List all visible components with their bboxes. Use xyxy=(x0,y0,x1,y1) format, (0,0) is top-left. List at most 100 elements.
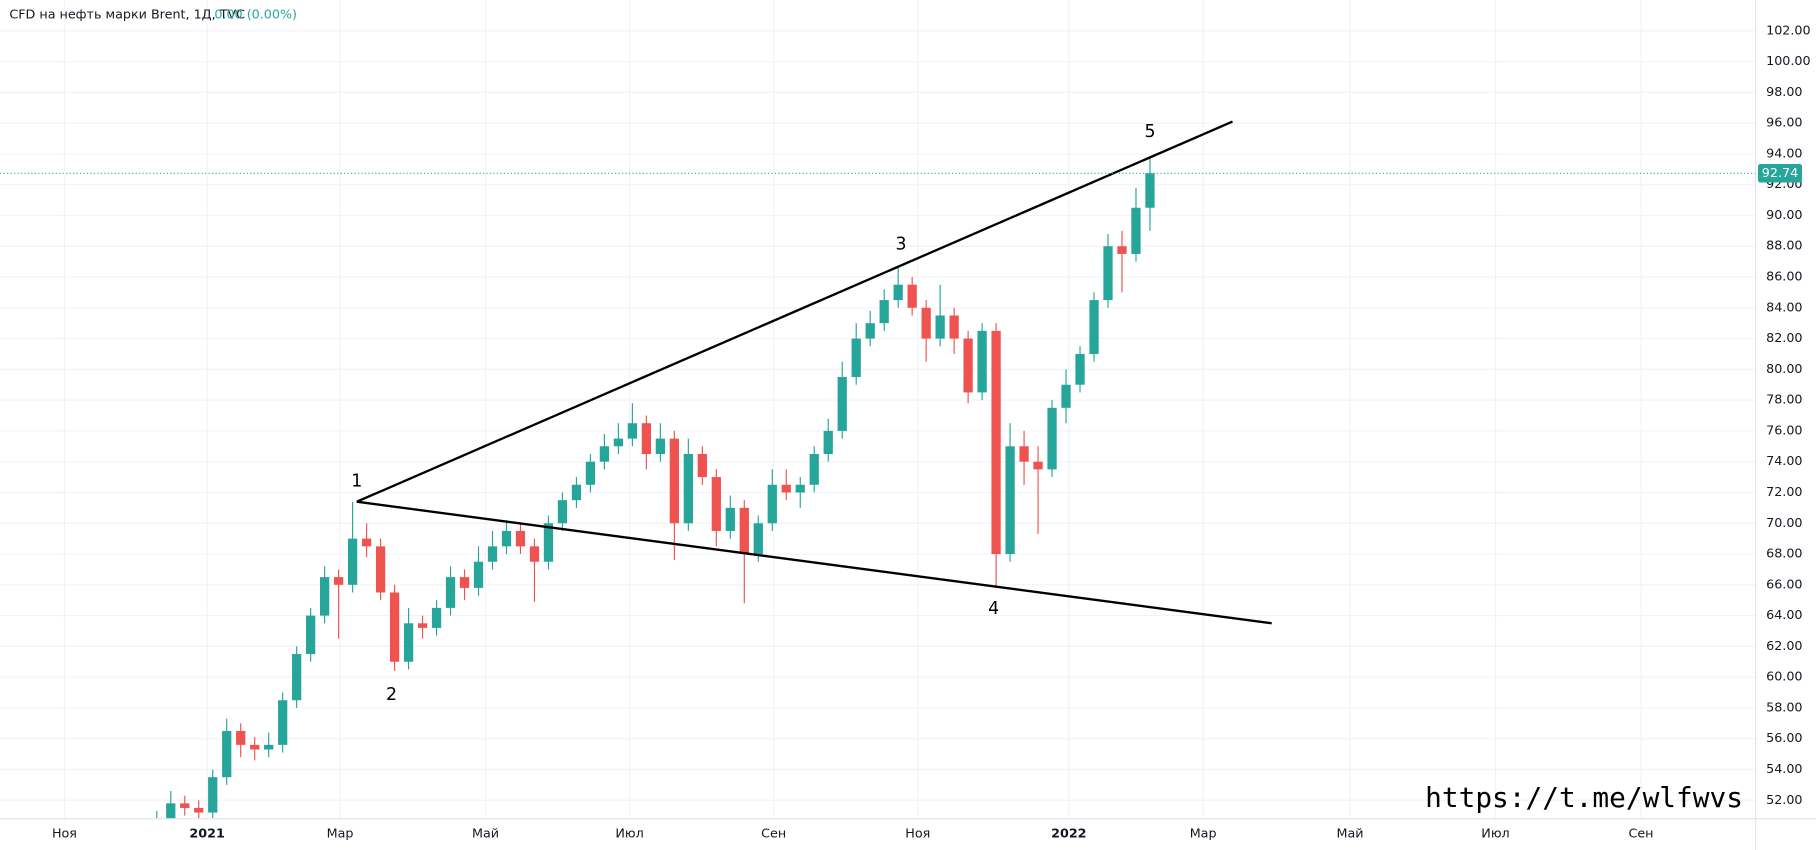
candle-body xyxy=(865,323,875,339)
candle-body xyxy=(208,777,218,813)
candle-body xyxy=(361,538,372,547)
x-tick-label: Июл xyxy=(1481,826,1509,841)
candle-body xyxy=(949,315,959,339)
candle-body xyxy=(1047,407,1057,470)
candle-body xyxy=(837,377,847,431)
candle-body xyxy=(166,803,176,819)
candle-body xyxy=(264,744,274,750)
last-price-box xyxy=(1758,164,1803,183)
candle-body xyxy=(557,500,568,524)
candle-body xyxy=(1089,300,1099,354)
candle-body xyxy=(795,484,805,493)
candle-body xyxy=(389,592,400,662)
candle-body xyxy=(306,615,316,655)
last-price-label: 92.74 xyxy=(1762,166,1798,181)
y-tick-label: 86.00 xyxy=(1766,270,1802,285)
y-tick-label: 96.00 xyxy=(1766,116,1802,131)
candle-body xyxy=(655,438,665,454)
y-tick-label: 58.00 xyxy=(1766,700,1802,715)
y-tick-label: 100.00 xyxy=(1766,54,1811,69)
candle-body xyxy=(753,523,763,555)
candle-body xyxy=(543,523,554,562)
y-tick-label: 68.00 xyxy=(1766,547,1802,562)
chart-title: CFD на нефть марки Brent, 1Д, TVC xyxy=(9,8,245,23)
candle-body xyxy=(1075,353,1085,385)
candle-body xyxy=(711,477,721,531)
candle-body xyxy=(781,484,791,493)
x-tick-label: Ноя xyxy=(52,826,77,841)
candle-body xyxy=(879,300,889,324)
trendline xyxy=(356,120,1233,503)
y-tick-label: 82.00 xyxy=(1766,331,1802,346)
candle-body xyxy=(515,530,526,547)
candle-body xyxy=(529,546,540,562)
candle-body xyxy=(1117,246,1127,254)
candle-body xyxy=(767,484,777,524)
y-tick-label: 78.00 xyxy=(1766,393,1802,408)
candle-body xyxy=(236,731,246,745)
x-tick-label: 2022 xyxy=(1051,826,1086,841)
y-tick-label: 88.00 xyxy=(1766,239,1802,254)
candle-body xyxy=(697,453,707,478)
candle-body xyxy=(977,330,987,393)
candle-body xyxy=(487,546,498,562)
x-tick-label: Сен xyxy=(1628,826,1653,841)
y-tick-label: 62.00 xyxy=(1766,639,1802,654)
candle-body xyxy=(627,423,638,439)
candle-body xyxy=(599,446,610,462)
y-tick-label: 80.00 xyxy=(1766,362,1802,377)
y-tick-label: 64.00 xyxy=(1766,608,1802,623)
candle-body xyxy=(1033,461,1043,470)
y-tick-label: 90.00 xyxy=(1766,208,1802,223)
candle-body xyxy=(1019,446,1029,462)
y-tick-label: 72.00 xyxy=(1766,485,1802,500)
wave-label: 5 xyxy=(1145,122,1156,142)
candle-body xyxy=(739,507,749,555)
candle-body xyxy=(991,330,1001,555)
y-tick-label: 84.00 xyxy=(1766,300,1802,315)
candle-body xyxy=(935,315,945,339)
wave-label: 1 xyxy=(351,472,362,492)
wave-label: 3 xyxy=(896,234,907,254)
y-tick-label: 70.00 xyxy=(1766,516,1802,531)
candle-body xyxy=(473,561,484,588)
y-tick-label: 60.00 xyxy=(1766,670,1802,685)
candle-body xyxy=(180,803,190,808)
candle-body xyxy=(417,623,428,628)
plot-area xyxy=(0,120,1756,819)
candle-body xyxy=(571,484,582,501)
watermark: https://t.me/wlfwvs xyxy=(1425,781,1743,814)
candle-body xyxy=(823,430,833,454)
candle-body xyxy=(250,744,260,750)
candle-body xyxy=(669,438,679,524)
candle-body xyxy=(333,577,344,585)
wave-label: 2 xyxy=(386,685,397,705)
grid xyxy=(0,0,1756,819)
candle-body xyxy=(851,338,861,378)
x-tick-label: Май xyxy=(1336,826,1363,841)
y-tick-label: 98.00 xyxy=(1766,85,1802,100)
candle-body xyxy=(641,423,652,454)
y-tick-label: 54.00 xyxy=(1766,762,1802,777)
candle-body xyxy=(445,577,456,608)
y-tick-label: 66.00 xyxy=(1766,577,1802,592)
x-tick-label: 2021 xyxy=(189,826,224,841)
candle-body xyxy=(375,546,386,593)
candle-body xyxy=(585,461,596,485)
candle-body xyxy=(809,453,819,485)
candle-body xyxy=(1103,246,1113,301)
candle-body xyxy=(893,284,903,301)
trendline xyxy=(356,500,1272,625)
candle-body xyxy=(907,284,917,308)
candle-body xyxy=(320,577,330,616)
candle-body xyxy=(1061,384,1071,408)
y-tick-label: 56.00 xyxy=(1766,731,1802,746)
candle-body xyxy=(278,700,288,745)
candle-body xyxy=(194,807,204,813)
axes: 52.00 54.00 56.00 58.00 60.00 62.00 64.00 66.00… xyxy=(52,23,1811,841)
change-label: 0.00 (0.00%) xyxy=(214,8,297,23)
x-tick-label: Сен xyxy=(761,826,786,841)
candle-body xyxy=(963,338,973,393)
